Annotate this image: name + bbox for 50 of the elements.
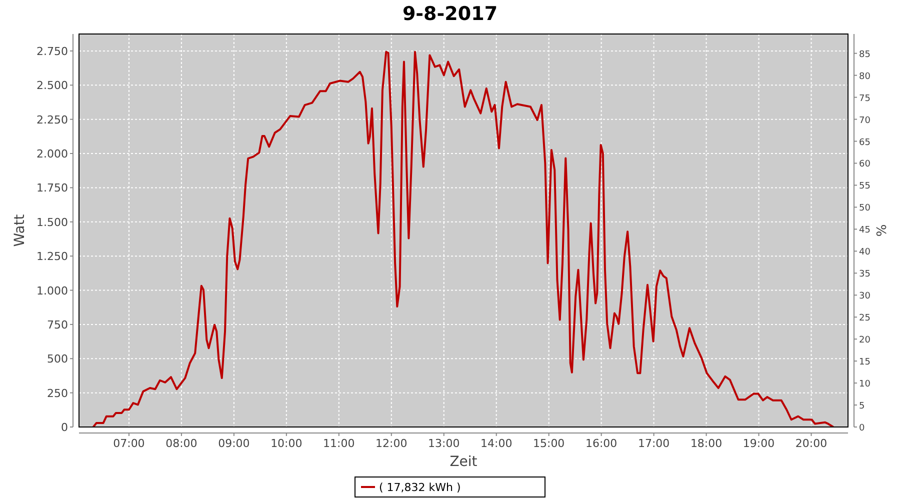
x-tick-label: 12:00 <box>376 437 408 450</box>
x-tick-label: 20:00 <box>795 437 828 450</box>
y2-tick-label: 30 <box>859 292 871 302</box>
y-tick-label: 2.250 <box>36 113 68 126</box>
x-tick-label: 10:00 <box>270 437 302 450</box>
y2-tick-label: 0 <box>859 424 865 434</box>
y2-tick-label: 55 <box>859 182 870 192</box>
chart-title: 9-8-2017 <box>402 3 498 25</box>
y2-tick-label: 35 <box>859 270 870 280</box>
y-axis-title: Watt <box>12 214 28 247</box>
y-tick-label: 500 <box>47 352 68 366</box>
x-tick-label: 08:00 <box>166 437 198 450</box>
x-tick-label: 07:00 <box>113 437 145 450</box>
y-tick-label: 2.000 <box>36 148 68 161</box>
y2-tick-label: 70 <box>859 116 871 126</box>
x-tick-label: 15:00 <box>532 437 565 450</box>
y2-tick-label: 15 <box>859 358 870 368</box>
y-tick-label: 2.750 <box>36 44 68 58</box>
y2-tick-label: 20 <box>859 336 871 346</box>
x-tick-label: 18:00 <box>690 437 722 450</box>
y-tick-label: 0 <box>61 421 68 434</box>
y2-tick-label: 85 <box>859 50 870 60</box>
y2-tick-label: 10 <box>859 380 871 390</box>
y-tick-label: 750 <box>47 318 68 332</box>
y2-tick-label: 5 <box>859 402 865 412</box>
y2-tick-label: 25 <box>859 314 870 324</box>
y2-tick-label: 75 <box>859 94 870 104</box>
x-tick-label: 11:00 <box>323 437 355 450</box>
x-tick-label: 13:00 <box>428 437 460 450</box>
y2-tick-label: 60 <box>859 160 871 170</box>
y2-axis-title: % <box>875 224 890 237</box>
y2-tick-label: 65 <box>859 138 870 148</box>
x-tick-label: 16:00 <box>585 437 618 450</box>
y2-tick-label: 40 <box>859 248 871 258</box>
x-tick-label: 09:00 <box>218 437 250 450</box>
x-axis-title: Zeit <box>450 454 478 470</box>
y2-tick-label: 45 <box>859 226 870 236</box>
legend-label: ( 17,832 kWh ) <box>379 481 461 494</box>
y2-tick-label: 50 <box>859 204 871 214</box>
x-tick-label: 14:00 <box>480 437 512 450</box>
y-tick-label: 250 <box>47 386 68 400</box>
y-tick-label: 1.250 <box>36 250 68 264</box>
y-tick-label: 1.500 <box>36 216 68 229</box>
y-tick-label: 2.500 <box>36 79 68 92</box>
y-tick-label: 1.750 <box>36 182 68 195</box>
y2-tick-label: 80 <box>859 72 871 82</box>
y-tick-label: 1.000 <box>36 284 68 298</box>
line-series <box>92 50 834 427</box>
x-tick-label: 17:00 <box>638 437 670 450</box>
x-tick-label: 19:00 <box>742 437 775 450</box>
